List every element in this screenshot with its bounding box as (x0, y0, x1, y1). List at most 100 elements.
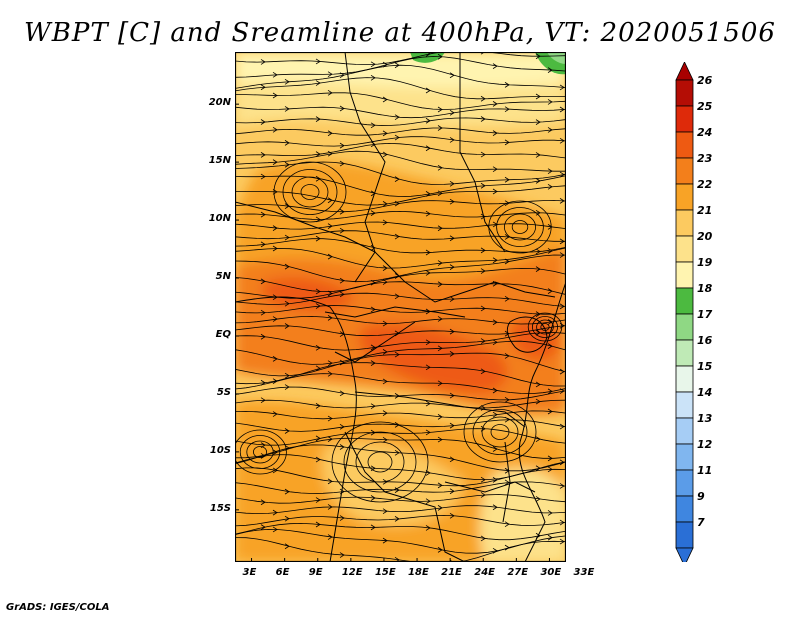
streamline-arrow (339, 515, 345, 521)
field-region-24-b (359, 323, 508, 393)
streamline-arrow (559, 198, 565, 204)
streamline-arrow (504, 353, 510, 359)
latitude-label: 15N (208, 155, 231, 167)
streamline-arrow (425, 429, 431, 436)
streamline-arrow (370, 524, 376, 531)
streamline-arrow (327, 360, 333, 367)
streamline-arrow (327, 71, 333, 78)
vortex-ring (527, 312, 563, 342)
longitude-label: 12E (341, 567, 363, 578)
longitude-label: 3E (242, 567, 257, 578)
lake-outline (502, 441, 511, 523)
colorbar-box (675, 183, 694, 211)
map-border (235, 52, 566, 562)
streamline-arrow (504, 396, 510, 403)
streamline-arrow (315, 521, 321, 528)
streamline-arrow (437, 380, 443, 387)
streamline-arrow (492, 387, 498, 394)
streamline-arrow (284, 106, 290, 112)
boundary-line (374, 251, 556, 303)
streamline (235, 136, 566, 147)
streamline-arrow (437, 414, 443, 420)
streamline (235, 505, 566, 515)
streamline-arrow (382, 410, 388, 416)
streamline-arrow (272, 378, 278, 384)
colorbar-label: 26 (697, 74, 713, 87)
streamline-arrow (394, 200, 400, 207)
colorbar-label: 7 (697, 516, 705, 529)
streamline-arrow (480, 52, 486, 55)
colorbar-label: 20 (697, 230, 713, 243)
streamline-arrow (535, 248, 541, 255)
latitude-label: 10S (209, 444, 231, 456)
streamline-arrow (272, 467, 278, 474)
streamline-arrow (327, 197, 333, 204)
streamline-arrow (480, 151, 486, 158)
streamline-arrow (425, 270, 431, 276)
streamline-arrow (260, 211, 266, 218)
streamline-arrow (480, 213, 486, 220)
vortex-ring (343, 431, 417, 493)
field-region-21-south (321, 441, 465, 526)
streamline-arrow (284, 323, 290, 329)
streamline-arrow (370, 495, 376, 501)
streamline-arrow (272, 509, 278, 516)
streamline-arrow (315, 175, 321, 182)
streamline-arrow (535, 465, 541, 472)
streamline-arrow (382, 478, 388, 485)
streamline-arrow (559, 423, 565, 430)
streamline-arrow (547, 224, 553, 230)
streamline-arrow (449, 180, 455, 187)
latitude-label: 10N (208, 213, 231, 225)
streamline-arrow (284, 161, 290, 168)
streamline-arrow (480, 476, 486, 483)
streamline (235, 106, 566, 119)
streamline (235, 150, 565, 172)
colorbar-box (675, 105, 694, 133)
streamline-arrow (559, 519, 565, 526)
streamline-arrow (449, 264, 455, 270)
streamline-arrow (492, 446, 498, 452)
longitude-label: 21E (441, 567, 462, 578)
vortex-ring (367, 451, 393, 473)
latitude-label: 20N (208, 97, 231, 109)
colorbar-box (675, 157, 694, 185)
colorbar-box (675, 391, 694, 419)
streamline-arrow (315, 288, 321, 295)
vortex-ring (282, 169, 338, 215)
streamline-arrow (480, 368, 486, 375)
streamline-arrow (425, 145, 431, 152)
streamline-arrow (492, 504, 498, 511)
streamline (235, 522, 566, 541)
colorbar-high-arrow (675, 62, 694, 81)
streamline-arrow (315, 345, 321, 351)
colorbar-label: 12 (697, 438, 713, 451)
streamline (235, 444, 566, 472)
streamline (235, 514, 566, 527)
streamline-arrow (437, 106, 443, 113)
colorbar-label: 15 (697, 360, 713, 373)
streamline-arrow (327, 436, 333, 442)
boundary-line (344, 431, 466, 562)
streamline (235, 77, 565, 100)
streamline-arrow (315, 235, 321, 242)
colorbar-box (675, 469, 694, 497)
streamline-arrow (425, 210, 431, 217)
streamline-arrow (437, 482, 443, 489)
streamline (235, 254, 566, 283)
streamline-arrow (535, 209, 541, 216)
streamline-arrow (327, 290, 333, 297)
streamline-arrow (315, 403, 321, 409)
streamline-arrow (449, 512, 455, 519)
streamline (235, 315, 566, 325)
vortex-ring (300, 184, 320, 200)
streamline-arrow (559, 137, 565, 144)
colorbar-label: 13 (697, 412, 713, 425)
streamline-arrow (370, 360, 376, 366)
streamline-arrow (425, 339, 431, 346)
streamline-arrow (394, 233, 400, 240)
streamline-arrow (492, 63, 498, 69)
streamline-arrow (284, 488, 290, 495)
streamline-arrow (535, 152, 541, 158)
streamline-arrow (272, 159, 278, 165)
